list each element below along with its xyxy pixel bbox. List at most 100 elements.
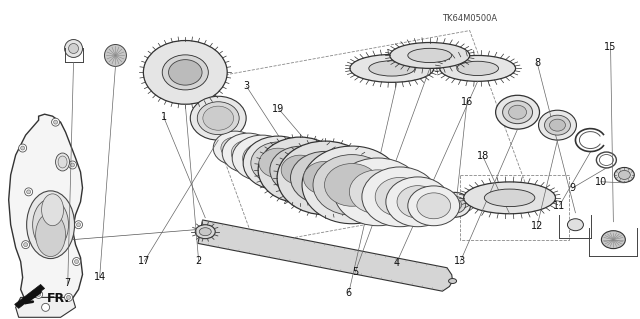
Ellipse shape bbox=[457, 61, 499, 76]
Ellipse shape bbox=[42, 194, 63, 226]
Ellipse shape bbox=[33, 199, 68, 251]
Circle shape bbox=[68, 43, 79, 54]
Text: 3: 3 bbox=[243, 81, 250, 92]
Circle shape bbox=[70, 163, 74, 167]
Ellipse shape bbox=[464, 182, 556, 214]
Ellipse shape bbox=[143, 41, 227, 104]
Ellipse shape bbox=[302, 146, 402, 224]
Circle shape bbox=[19, 144, 27, 152]
Ellipse shape bbox=[362, 167, 438, 227]
Ellipse shape bbox=[221, 137, 250, 159]
Circle shape bbox=[22, 241, 29, 249]
Circle shape bbox=[27, 190, 31, 194]
Circle shape bbox=[25, 188, 33, 196]
Ellipse shape bbox=[408, 48, 452, 63]
Ellipse shape bbox=[222, 133, 274, 173]
Text: 7: 7 bbox=[65, 278, 71, 288]
Ellipse shape bbox=[232, 135, 292, 181]
Ellipse shape bbox=[58, 156, 67, 168]
Ellipse shape bbox=[195, 225, 215, 239]
Circle shape bbox=[65, 293, 72, 301]
Ellipse shape bbox=[163, 55, 209, 90]
Ellipse shape bbox=[258, 137, 342, 203]
Text: 1: 1 bbox=[161, 112, 166, 122]
Ellipse shape bbox=[203, 106, 234, 130]
Circle shape bbox=[68, 161, 77, 169]
Ellipse shape bbox=[449, 278, 456, 284]
Text: 19: 19 bbox=[273, 104, 285, 114]
Ellipse shape bbox=[375, 177, 424, 216]
Ellipse shape bbox=[291, 152, 360, 204]
Circle shape bbox=[36, 293, 40, 296]
Text: 18: 18 bbox=[477, 151, 489, 161]
Ellipse shape bbox=[243, 143, 282, 173]
Ellipse shape bbox=[104, 45, 127, 66]
Ellipse shape bbox=[36, 213, 65, 256]
Text: 8: 8 bbox=[534, 58, 540, 68]
Ellipse shape bbox=[417, 193, 451, 219]
Text: 16: 16 bbox=[461, 97, 473, 107]
Ellipse shape bbox=[386, 177, 450, 227]
Ellipse shape bbox=[277, 141, 373, 215]
Ellipse shape bbox=[614, 167, 634, 182]
Circle shape bbox=[74, 221, 83, 229]
Ellipse shape bbox=[397, 186, 438, 218]
Circle shape bbox=[52, 118, 60, 126]
Ellipse shape bbox=[448, 199, 461, 210]
Ellipse shape bbox=[243, 136, 313, 190]
Ellipse shape bbox=[545, 115, 570, 135]
Ellipse shape bbox=[509, 105, 527, 119]
Ellipse shape bbox=[281, 155, 319, 185]
Circle shape bbox=[54, 120, 58, 124]
Ellipse shape bbox=[618, 170, 630, 179]
Ellipse shape bbox=[197, 102, 239, 135]
Circle shape bbox=[35, 290, 43, 298]
Circle shape bbox=[20, 146, 25, 150]
Polygon shape bbox=[198, 220, 452, 291]
Ellipse shape bbox=[602, 231, 625, 249]
Text: 13: 13 bbox=[454, 256, 467, 266]
Ellipse shape bbox=[349, 170, 406, 214]
Text: 4: 4 bbox=[394, 258, 400, 268]
Ellipse shape bbox=[484, 189, 535, 207]
Ellipse shape bbox=[538, 110, 577, 140]
Ellipse shape bbox=[444, 196, 466, 213]
Text: 9: 9 bbox=[569, 183, 575, 193]
Polygon shape bbox=[9, 114, 83, 312]
Ellipse shape bbox=[270, 146, 330, 194]
Ellipse shape bbox=[350, 55, 434, 82]
Ellipse shape bbox=[213, 131, 257, 165]
Ellipse shape bbox=[313, 155, 391, 215]
Circle shape bbox=[67, 295, 70, 300]
Text: 10: 10 bbox=[595, 177, 607, 187]
Ellipse shape bbox=[495, 95, 540, 129]
Circle shape bbox=[42, 303, 49, 311]
Ellipse shape bbox=[439, 192, 470, 217]
Text: 17: 17 bbox=[138, 256, 150, 266]
Text: 11: 11 bbox=[554, 201, 566, 211]
Ellipse shape bbox=[568, 219, 584, 231]
Ellipse shape bbox=[190, 96, 246, 140]
Ellipse shape bbox=[550, 119, 566, 131]
Circle shape bbox=[65, 40, 83, 57]
Text: TK64M0500A: TK64M0500A bbox=[442, 14, 498, 23]
Ellipse shape bbox=[199, 228, 211, 236]
Ellipse shape bbox=[324, 164, 380, 206]
Ellipse shape bbox=[27, 191, 74, 259]
Text: 12: 12 bbox=[531, 221, 543, 231]
Ellipse shape bbox=[251, 142, 305, 184]
Polygon shape bbox=[15, 285, 45, 308]
Ellipse shape bbox=[56, 153, 70, 171]
Circle shape bbox=[77, 223, 81, 227]
Ellipse shape bbox=[369, 61, 415, 76]
Ellipse shape bbox=[231, 140, 265, 166]
Ellipse shape bbox=[303, 161, 346, 195]
Polygon shape bbox=[15, 297, 76, 317]
Text: 5: 5 bbox=[352, 267, 358, 277]
Ellipse shape bbox=[440, 56, 516, 81]
Ellipse shape bbox=[168, 60, 202, 85]
Ellipse shape bbox=[390, 42, 470, 68]
Circle shape bbox=[24, 243, 28, 247]
Circle shape bbox=[74, 260, 79, 263]
Ellipse shape bbox=[334, 158, 422, 226]
